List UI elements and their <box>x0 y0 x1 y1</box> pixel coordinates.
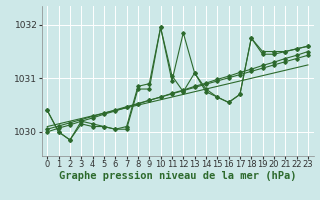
X-axis label: Graphe pression niveau de la mer (hPa): Graphe pression niveau de la mer (hPa) <box>59 171 296 181</box>
